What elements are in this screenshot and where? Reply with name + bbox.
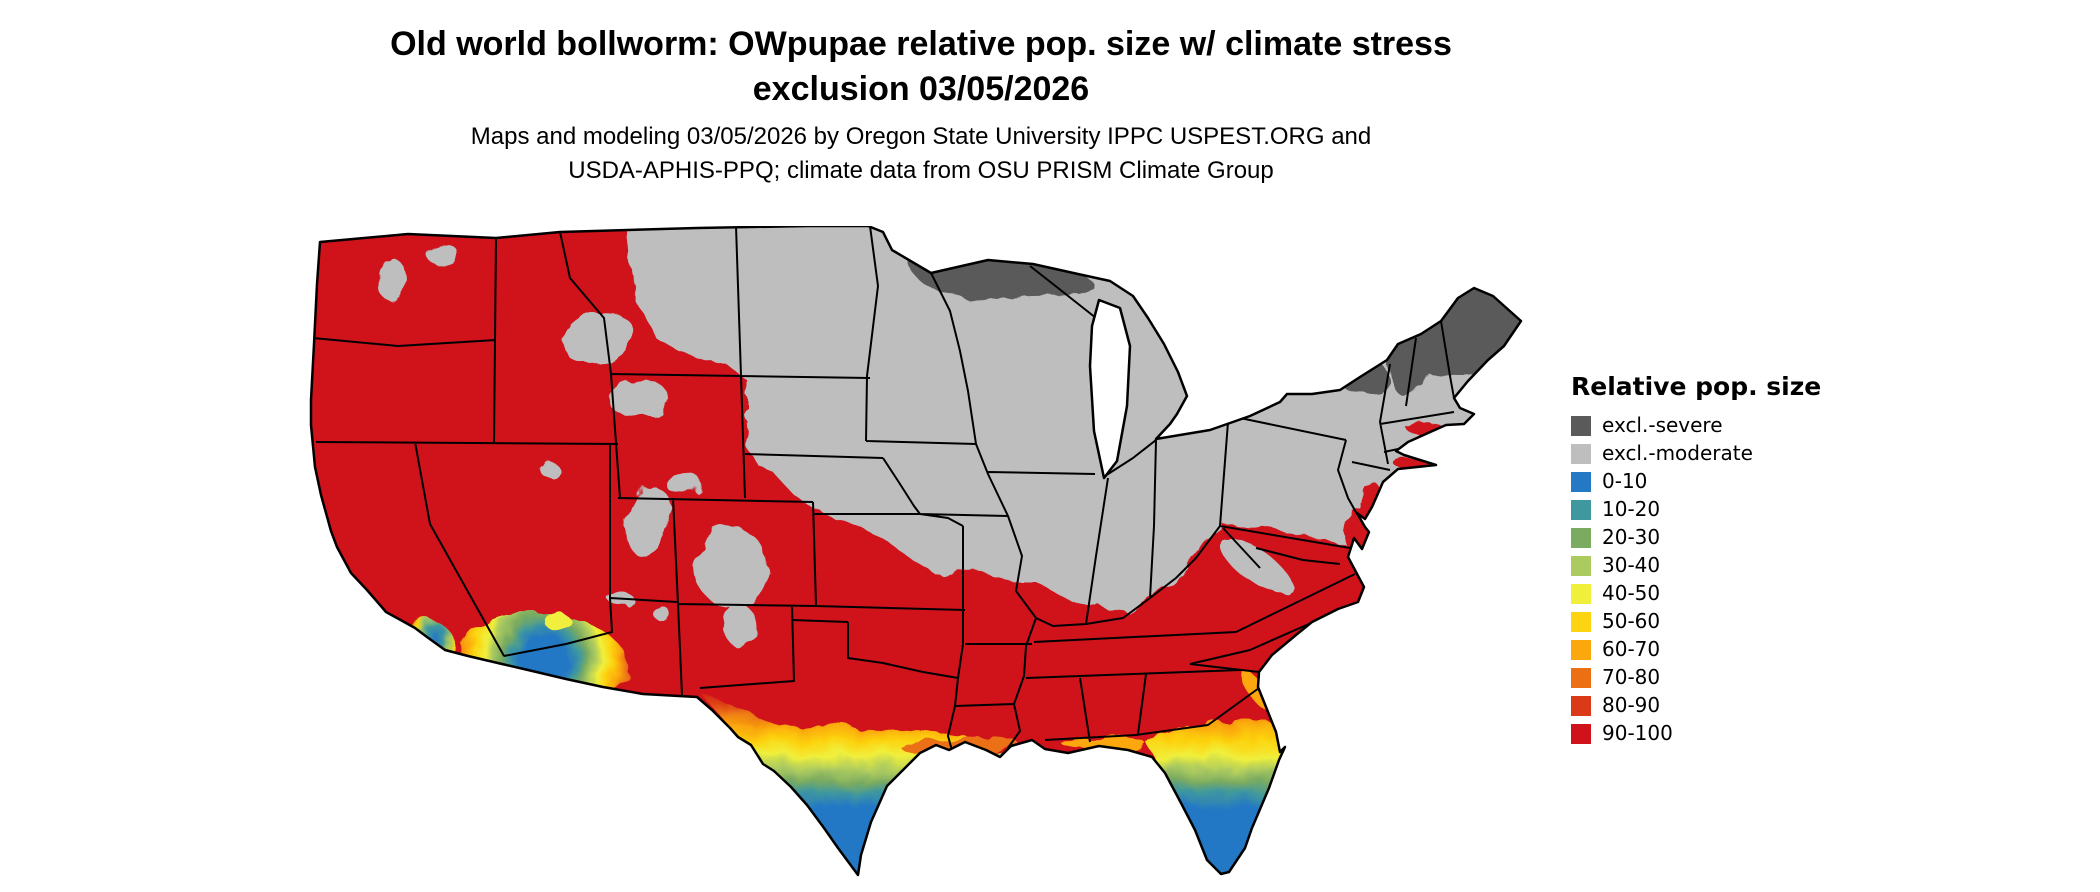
map-gradient-socal bbox=[413, 613, 571, 657]
map-patch bbox=[379, 259, 407, 303]
legend-swatch bbox=[1571, 499, 1591, 520]
legend-label: 20-30 bbox=[1602, 525, 1661, 549]
legend-label: 90-100 bbox=[1602, 721, 1673, 745]
legend-item-0-10: 0-10 bbox=[1571, 471, 1821, 492]
map-patch bbox=[625, 485, 671, 557]
map-patch bbox=[696, 528, 768, 608]
legend-label: 60-70 bbox=[1602, 637, 1661, 661]
map-patch bbox=[538, 461, 558, 475]
legend-item-excl.-severe: excl.-severe bbox=[1571, 415, 1821, 436]
map-patch bbox=[990, 264, 1026, 284]
title-line-2: exclusion 03/05/2026 bbox=[752, 69, 1090, 108]
legend-title: Relative pop. size bbox=[1571, 372, 1822, 401]
state-boundaries bbox=[312, 226, 1455, 755]
legend-label: 40-50 bbox=[1602, 581, 1661, 605]
legend-swatch bbox=[1571, 667, 1591, 688]
legend: Relative pop. size excl.-severe excl.-mod… bbox=[1571, 372, 1821, 751]
legend-item-excl.-moderate: excl.-moderate bbox=[1571, 443, 1821, 464]
credit-line-1: Maps and modeling 03/05/2026 by Oregon S… bbox=[470, 123, 1372, 150]
map-patch bbox=[545, 613, 571, 631]
legend-label: excl.-moderate bbox=[1602, 441, 1753, 465]
map-patch bbox=[725, 604, 755, 648]
title-line-1: Old world bollworm: OWpupae relative pop… bbox=[390, 25, 1452, 63]
map-credits: Maps and modeling 03/05/2026 by Oregon S… bbox=[0, 120, 1842, 188]
map-gradient-florida bbox=[1146, 722, 1296, 875]
legend-swatch bbox=[1571, 471, 1591, 492]
us-map bbox=[308, 224, 1528, 886]
legend-swatch bbox=[1571, 415, 1591, 436]
us-outline bbox=[309, 224, 1523, 877]
map-gradient-south-texas bbox=[698, 691, 988, 875]
legend-swatch bbox=[1571, 443, 1591, 464]
legend-swatch bbox=[1571, 527, 1591, 548]
legend-label: 50-60 bbox=[1602, 609, 1661, 633]
legend-items: excl.-severe excl.-moderate 0-10 10-20 20-30… bbox=[1571, 415, 1821, 744]
map-patch bbox=[651, 606, 669, 618]
map-patch bbox=[1044, 272, 1092, 296]
legend-item-50-60: 50-60 bbox=[1571, 611, 1821, 632]
legend-item-80-90: 80-90 bbox=[1571, 695, 1821, 716]
credit-line-2: USDA-APHIS-PPQ; climate data from OSU PR… bbox=[568, 157, 1274, 185]
map-patch bbox=[664, 471, 700, 493]
legend-label: 30-40 bbox=[1602, 553, 1661, 577]
legend-label: 80-90 bbox=[1602, 693, 1661, 717]
legend-item-90-100: 90-100 bbox=[1571, 723, 1821, 744]
legend-item-20-30: 20-30 bbox=[1571, 527, 1821, 548]
legend-item-30-40: 30-40 bbox=[1571, 555, 1821, 576]
map-patch bbox=[1061, 737, 1145, 749]
legend-swatch bbox=[1571, 639, 1591, 660]
map-patch bbox=[562, 311, 634, 365]
legend-swatch bbox=[1571, 723, 1591, 744]
map-patch bbox=[1390, 338, 1426, 398]
legend-label: 10-20 bbox=[1602, 497, 1661, 521]
legend-label: excl.-severe bbox=[1602, 413, 1723, 437]
page-title: Old world bollworm: OWpupae relative pop… bbox=[0, 22, 1842, 112]
legend-item-70-80: 70-80 bbox=[1571, 667, 1821, 688]
legend-item-10-20: 10-20 bbox=[1571, 499, 1821, 520]
legend-swatch bbox=[1571, 583, 1591, 604]
map-patch bbox=[426, 243, 458, 265]
legend-label: 70-80 bbox=[1602, 665, 1661, 689]
map-patch bbox=[608, 378, 668, 418]
map-patch bbox=[1220, 538, 1292, 594]
us-map-svg bbox=[309, 224, 1523, 877]
legend-item-60-70: 60-70 bbox=[1571, 639, 1821, 660]
legend-swatch bbox=[1571, 695, 1591, 716]
legend-item-40-50: 40-50 bbox=[1571, 583, 1821, 604]
map-patch bbox=[742, 400, 778, 424]
legend-label: 0-10 bbox=[1602, 469, 1648, 493]
legend-swatch bbox=[1571, 555, 1591, 576]
legend-swatch bbox=[1571, 611, 1591, 632]
